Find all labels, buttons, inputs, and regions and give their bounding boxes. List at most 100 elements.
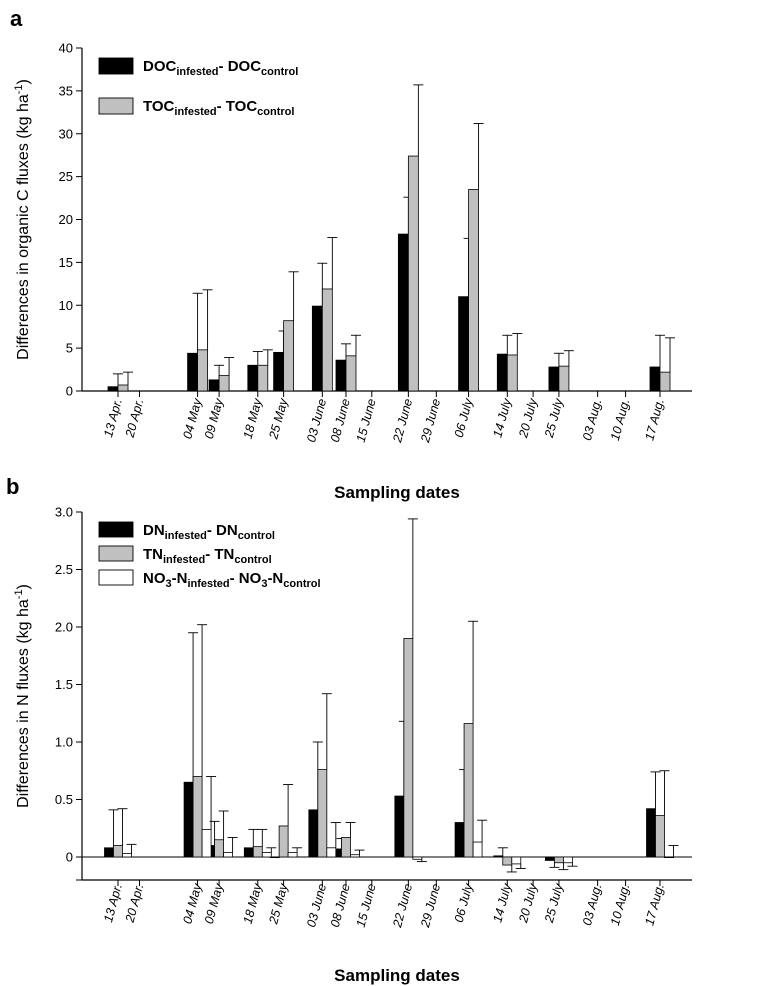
y-tick-label: 0.5 — [55, 792, 73, 807]
x-tick-label: 25 May — [266, 396, 291, 441]
bar — [496, 353, 508, 392]
x-tick-label: 09 May — [202, 396, 226, 440]
bar — [104, 847, 114, 858]
panel-b: b 0 0.5 1.0 1.5 2.0 2.5 3.0 13 Apr.20 Apr. 04 May… — [6, 474, 692, 985]
bar — [252, 846, 263, 858]
x-tick-label: 06 July — [452, 396, 476, 439]
x-tick-label: 14 July — [490, 396, 514, 439]
x-tick-label: 17 Aug. — [642, 397, 667, 442]
bar — [659, 371, 671, 392]
bar — [257, 364, 269, 392]
bar — [558, 365, 570, 392]
bar — [214, 839, 224, 858]
bar — [287, 852, 298, 858]
bar — [218, 375, 230, 392]
bar — [412, 856, 423, 860]
bar — [183, 781, 194, 858]
x-tick-label: 10 Aug. — [608, 397, 633, 442]
x-axis-title: Sampling dates — [334, 483, 460, 502]
bar — [197, 349, 208, 392]
bar — [655, 815, 665, 858]
x-tick-label: 20 July — [516, 396, 540, 440]
y-tick-label: 35 — [59, 83, 73, 98]
panel-label: a — [10, 6, 23, 31]
bar — [403, 638, 414, 858]
bar — [223, 852, 233, 858]
bar — [397, 233, 409, 392]
bar — [548, 366, 560, 392]
x-tick-label: 18 May — [241, 881, 265, 925]
y-tick-label: 2.5 — [55, 562, 73, 577]
x-tick-label: 29 June — [418, 397, 443, 445]
x-tick-label: 20 July — [516, 881, 540, 925]
legend-label: NO3-Ninfested- NO3-Ncontrol — [143, 570, 321, 590]
x-tick-label: 18 May — [241, 396, 265, 440]
x-tick-label: 17 Aug. — [642, 882, 667, 927]
bar — [664, 856, 674, 859]
legend-label: TNinfested- TNcontrol — [143, 546, 272, 566]
y-tick-label: 40 — [59, 41, 73, 56]
x-tick-label: 03 Aug. — [580, 397, 605, 442]
x-axis-title: Sampling dates — [334, 966, 460, 985]
bar — [463, 723, 474, 858]
bar — [545, 856, 555, 861]
x-tick-label: 03 June — [304, 882, 329, 929]
bar — [649, 366, 661, 392]
bar — [345, 355, 357, 392]
bar — [243, 847, 254, 858]
x-tick-label: 14 July — [490, 881, 514, 924]
x-tick-label: 15 June — [354, 882, 379, 929]
bar — [192, 776, 203, 858]
y-tick-label: 15 — [59, 255, 73, 270]
bar — [407, 155, 419, 392]
bar — [122, 853, 132, 858]
bar — [472, 841, 483, 858]
panel-a: a 0 5 10 15 20 25 30 35 40 13 Apr.20 Apr. 04 May09 … — [10, 6, 692, 502]
y-tick-label: 2.0 — [55, 620, 73, 635]
y-axis-title: Differences in N fluxes (kg ha-1) — [13, 584, 32, 808]
x-tick-label: 20 Apr. — [122, 882, 146, 925]
legend-swatch — [98, 57, 134, 75]
y-tick-label: 20 — [59, 212, 73, 227]
x-tick-label: 04 May — [180, 396, 204, 440]
bar — [117, 384, 129, 392]
x-tick-label: 03 Aug. — [580, 882, 605, 927]
bar — [506, 354, 518, 392]
y-tick-label: 0 — [66, 850, 73, 865]
x-tick-label: 09 May — [202, 881, 226, 925]
bar — [511, 856, 522, 865]
legend-label: DNinfested- DNcontrol — [143, 522, 275, 542]
legend-swatch — [98, 97, 134, 115]
y-tick-label: 10 — [59, 298, 73, 313]
bar — [563, 856, 573, 864]
x-tick-label: 20 Apr. — [122, 397, 146, 440]
x-tick-label: 25 July — [542, 881, 566, 925]
x-tick-label: 22 June — [390, 397, 415, 445]
x-tick-label: 13 Apr. — [101, 882, 125, 924]
bar — [317, 769, 328, 858]
y-tick-label: 3.0 — [55, 505, 73, 520]
bar — [107, 386, 119, 392]
legend-swatch — [98, 521, 134, 538]
bar — [458, 296, 469, 392]
bar — [208, 379, 220, 392]
bar — [468, 189, 479, 392]
x-tick-label: 13 Apr. — [101, 397, 125, 439]
bar — [493, 855, 504, 858]
y-tick-label: 5 — [66, 341, 73, 356]
legend-swatch — [98, 545, 134, 562]
x-tick-label: 08 June — [328, 882, 353, 929]
bar — [454, 822, 465, 858]
bar — [187, 352, 198, 392]
x-tick-label: 25 July — [542, 396, 566, 440]
legend-swatch — [98, 569, 134, 586]
y-tick-label: 1.5 — [55, 677, 73, 692]
bar — [311, 305, 323, 392]
bar — [646, 808, 656, 858]
bar — [113, 845, 123, 858]
bar — [278, 825, 289, 858]
bar — [394, 795, 405, 858]
bar — [201, 829, 212, 858]
bar — [350, 854, 360, 858]
x-tick-label: 10 Aug. — [608, 882, 633, 927]
